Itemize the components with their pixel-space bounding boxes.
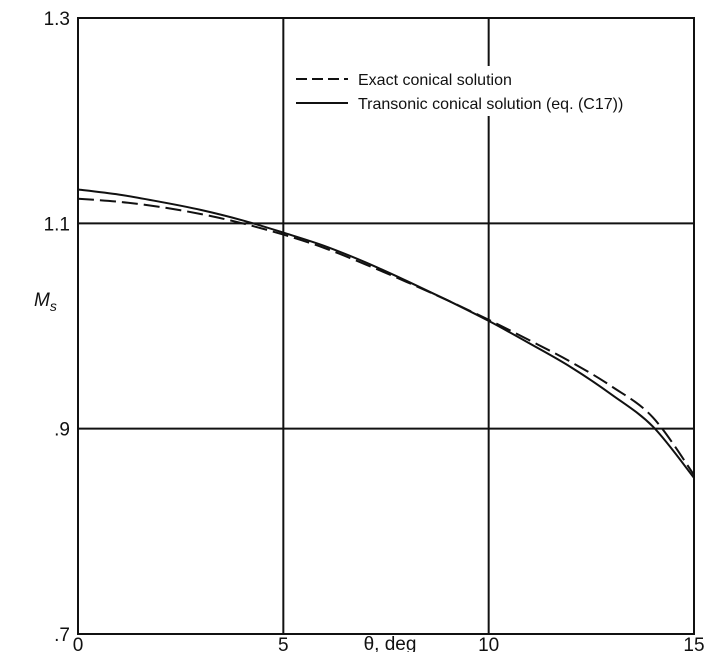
- x-tick-label: 10: [478, 635, 499, 652]
- legend-background: [288, 66, 686, 116]
- plot-frame: [77, 17, 695, 635]
- y-tick-label: .9: [54, 420, 70, 441]
- series-line-exact: [77, 197, 695, 476]
- x-tick-label: 0: [73, 635, 84, 652]
- x-tick-label: 5: [278, 635, 289, 652]
- series-lines: [77, 188, 695, 479]
- y-axis-label: Ms: [34, 290, 57, 314]
- series-line-transonic: [77, 188, 695, 479]
- x-axis-label: θ, deg: [364, 634, 417, 652]
- legend-entry-exact: Exact conical solution: [358, 72, 512, 89]
- y-tick-label: 1.3: [44, 9, 70, 30]
- x-tick-label: 15: [683, 635, 704, 652]
- legend-entry-transonic: Transonic conical solution (eq. (C17)): [358, 96, 623, 113]
- legend: Exact conical solution Transonic conical…: [288, 66, 686, 116]
- grid-lines: [78, 18, 694, 634]
- y-tick-label: 1.1: [44, 214, 70, 235]
- y-tick-label: .7: [54, 625, 70, 646]
- tick-labels: 0 5 10 15 .7 .9 1.1 1.3: [44, 9, 705, 652]
